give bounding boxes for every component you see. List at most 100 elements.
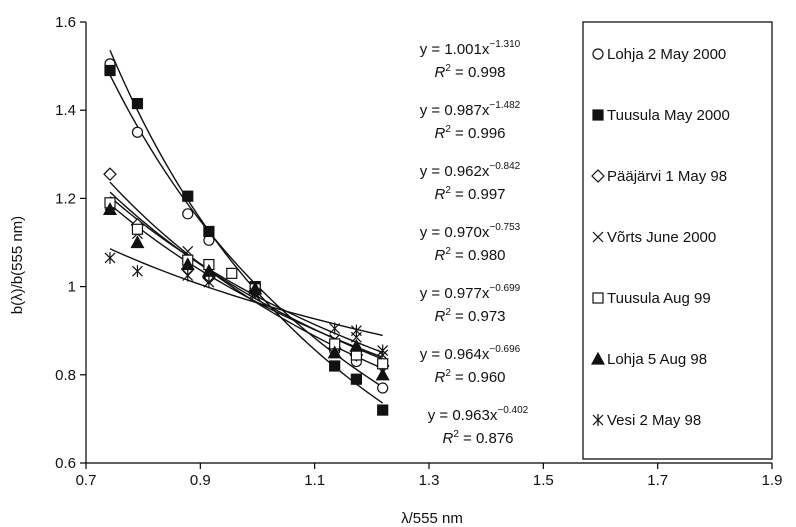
data-point — [377, 382, 389, 394]
marker-shape — [182, 208, 194, 220]
data-point — [327, 345, 342, 359]
marker-shape — [103, 167, 117, 181]
fit-r-squared: R2 = 0.996 — [434, 124, 505, 142]
legend-label: Pääjärvi 1 May 98 — [607, 168, 727, 185]
legend: Lohja 2 May 2000 Tuusula May 2000 Pääjärvi… — [582, 21, 773, 460]
marker-shape — [592, 231, 604, 243]
data-point — [377, 358, 389, 370]
fit-line — [109, 74, 384, 388]
marker-shape — [350, 373, 362, 385]
data-point — [249, 287, 261, 300]
marker-shape — [377, 404, 389, 416]
fit-r-squared: R2 = 0.980 — [434, 246, 505, 264]
equation-exponent: −0.699 — [489, 283, 520, 294]
marker-shape — [180, 257, 195, 271]
r2-label: R — [434, 186, 445, 203]
data-point — [130, 235, 145, 249]
marker-shape — [102, 202, 118, 216]
data-point — [203, 276, 215, 289]
marker-shape — [201, 263, 216, 277]
x-tick-label: 0.9 — [190, 472, 211, 489]
y-tick-label: 1.2 — [55, 190, 76, 207]
x-tick-label: 1.5 — [533, 472, 554, 489]
r2-value: = 0.960 — [451, 369, 506, 386]
fit-r-squared: R2 = 0.960 — [434, 368, 505, 386]
r2-label: R — [434, 125, 445, 142]
marker-shape — [375, 367, 390, 381]
equation-exponent: −0.402 — [497, 405, 528, 416]
r2-sup: 2 — [445, 124, 451, 135]
fit-equation: y = 0.964x−0.696 — [420, 344, 521, 363]
r2-value: = 0.997 — [451, 186, 506, 203]
fit-equation: y = 1.001x−1.310 — [420, 39, 521, 58]
marker-shape — [182, 190, 194, 202]
fit-r-squared: R2 = 0.998 — [434, 63, 505, 81]
data-point — [377, 344, 389, 357]
x-tick-label: 1.1 — [304, 472, 325, 489]
fit-lines — [109, 49, 384, 404]
marker-shape — [226, 267, 238, 279]
fit-equation: y = 0.962x−0.842 — [420, 161, 521, 180]
r2-label: R — [434, 369, 445, 386]
data-point — [182, 190, 194, 202]
equation-exponent: −1.482 — [489, 100, 520, 111]
data-point — [180, 257, 195, 271]
y-axis-title: b(λ)/b(555 nm) — [9, 216, 26, 314]
marker-shape — [349, 338, 364, 352]
fit-equation: y = 0.970x−0.753 — [420, 222, 521, 241]
data-point — [591, 169, 605, 183]
marker-shape — [130, 235, 145, 249]
legend-label: Tuusula May 2000 — [607, 107, 730, 124]
x-tick-label: 1.3 — [419, 472, 440, 489]
x-tick-label: 1.7 — [647, 472, 668, 489]
equation-base: y = 1.001x — [420, 41, 490, 58]
y-tick-label: 1.4 — [55, 102, 76, 119]
r2-sup: 2 — [445, 246, 451, 257]
fit-equation: y = 0.963x−0.402 — [428, 405, 529, 424]
r2-value: = 0.876 — [459, 430, 514, 447]
r2-sup: 2 — [445, 185, 451, 196]
data-point — [131, 223, 144, 235]
fit-equation: y = 0.987x−1.482 — [420, 100, 521, 119]
data-point — [329, 322, 341, 335]
r2-value: = 0.998 — [451, 64, 506, 81]
r2-sup: 2 — [445, 368, 451, 379]
marker-shape — [592, 109, 604, 121]
fit-r-squared: R2 = 0.997 — [434, 185, 505, 203]
marker-shape — [377, 382, 389, 394]
data-point — [329, 360, 341, 372]
legend-label: Vesi 2 May 98 — [607, 412, 701, 429]
data-point — [182, 208, 194, 220]
equation-base: y = 0.964x — [420, 346, 490, 363]
x-axis: 0.7 0.9 1.1 1.3 1.5 1.7 1.9 — [76, 462, 782, 489]
equation-base: y = 0.963x — [428, 407, 498, 424]
data-point — [349, 338, 364, 352]
data-point — [103, 167, 117, 181]
y-tick-label: 1.6 — [55, 14, 76, 31]
r2-label: R — [442, 430, 453, 447]
data-point — [592, 231, 604, 243]
data-point — [592, 292, 604, 304]
data-point — [102, 202, 118, 216]
x-tick-label: 0.7 — [76, 472, 97, 489]
legend-label: Lohja 5 Aug 98 — [607, 351, 707, 368]
data-point — [203, 225, 215, 238]
marker-shape — [329, 360, 341, 372]
equation-base: y = 0.962x — [420, 163, 490, 180]
data-point — [377, 404, 389, 416]
fit-equation: y = 0.977x−0.699 — [420, 283, 521, 302]
y-axis: 0.6 0.8 1 1.2 1.4 1.6 — [55, 14, 87, 472]
legend-label: Tuusula Aug 99 — [607, 290, 711, 307]
fit-r-squared: R2 = 0.973 — [434, 307, 505, 325]
equation-exponent: −0.696 — [489, 344, 520, 355]
marker-shape — [203, 225, 215, 238]
data-point — [201, 263, 216, 277]
data-point — [104, 251, 116, 264]
marker-shape — [131, 126, 144, 138]
equation-exponent: −1.310 — [489, 39, 520, 50]
equation-exponent: −0.753 — [489, 222, 520, 233]
y-tick-label: 0.6 — [55, 455, 76, 472]
marker-shape — [592, 48, 604, 60]
